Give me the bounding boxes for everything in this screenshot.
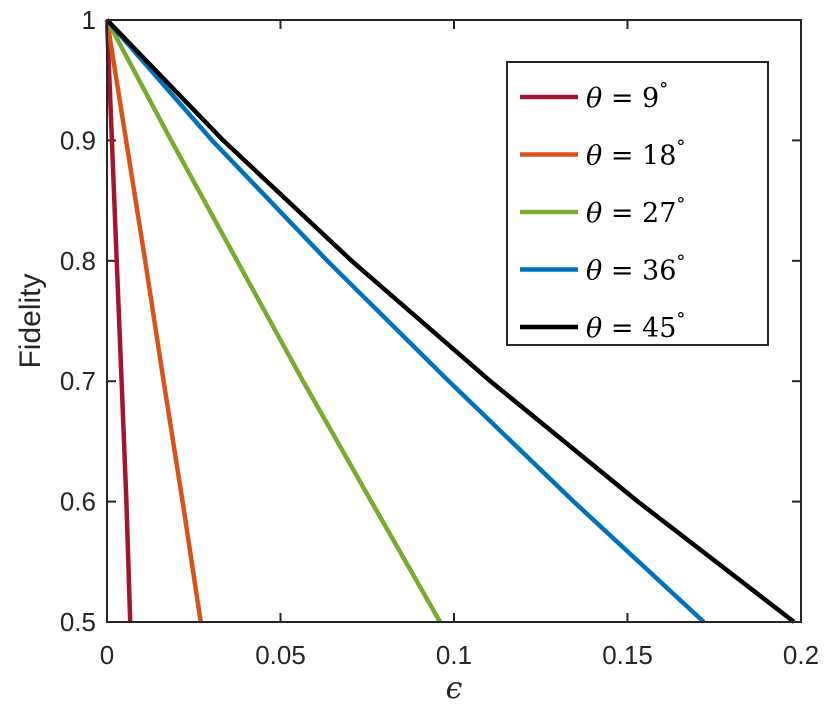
x-tick-label: 0.2 — [783, 640, 819, 670]
series-line — [104, 19, 203, 623]
x-tick-label: 0.15 — [602, 640, 653, 670]
legend-angle-value: = 27 — [602, 198, 676, 229]
series-line — [104, 19, 133, 623]
x-axis-label: ϵ — [446, 671, 463, 706]
legend-entry: θ = 27° — [586, 194, 685, 229]
legend-degree-symbol: ° — [676, 309, 685, 330]
legend-theta-symbol: θ — [586, 83, 602, 114]
series-lines — [104, 18, 796, 624]
legend-angle-value: = 9 — [602, 83, 659, 114]
legend: θ = 9°θ = 18°θ = 27°θ = 36°θ = 45° — [506, 61, 769, 346]
legend-angle-value: = 36 — [602, 256, 676, 287]
y-tick-label: 0.9 — [60, 125, 96, 155]
legend-theta-symbol: θ — [586, 256, 602, 287]
x-tick-label: 0 — [100, 640, 114, 670]
y-tick-label: 0.5 — [60, 607, 96, 637]
series-line — [105, 18, 706, 624]
legend-entry: θ = 18° — [586, 137, 685, 172]
y-axis-label: Fidelity — [14, 273, 47, 368]
y-tick-label: 0.8 — [60, 246, 96, 276]
axes-box — [106, 19, 802, 623]
legend-box — [506, 61, 769, 346]
legend-theta-symbol: θ — [586, 198, 602, 229]
legend-theta-symbol: θ — [586, 313, 602, 344]
x-tick-label: 0.05 — [255, 640, 306, 670]
legend-angle-value: = 18 — [602, 141, 676, 172]
series-line — [105, 18, 443, 624]
legend-entry: θ = 9° — [586, 79, 668, 114]
y-tick-label: 0.7 — [60, 366, 96, 396]
legend-entry: θ = 36° — [586, 252, 685, 287]
series-line — [105, 18, 796, 624]
legend-degree-symbol: ° — [676, 137, 685, 158]
y-tick-label: 1 — [82, 5, 96, 35]
legend-degree-symbol: ° — [676, 194, 685, 215]
legend-angle-value: = 45 — [602, 313, 676, 344]
legend-theta-symbol: θ — [586, 141, 602, 172]
legend-degree-symbol: ° — [676, 252, 685, 273]
y-tick-label: 0.6 — [60, 487, 96, 517]
tick-labels: 0 0.05 0.1 0.15 0.2 0.5 0.6 0.7 0.8 0.9 1 — [60, 5, 819, 670]
legend-degree-symbol: ° — [659, 79, 668, 100]
legend-entry: θ = 45° — [586, 309, 685, 344]
x-tick-label: 0.1 — [436, 640, 472, 670]
